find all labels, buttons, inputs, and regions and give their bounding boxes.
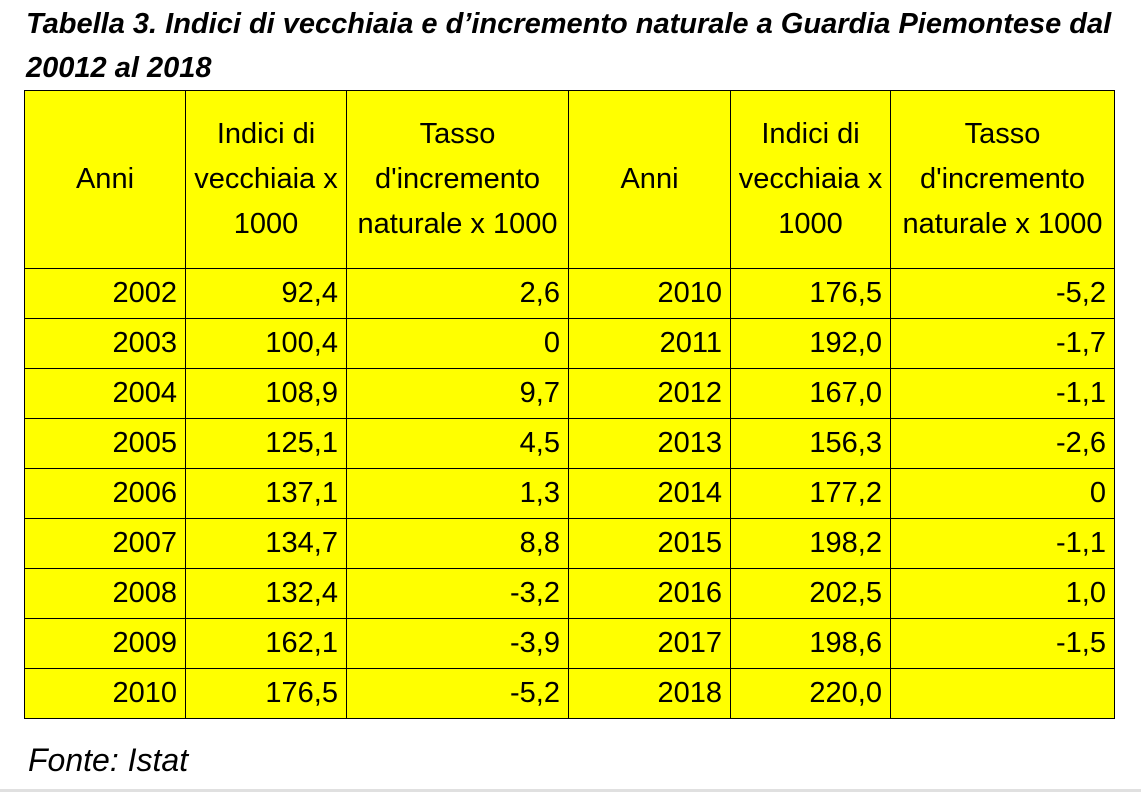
table-row: 2005 125,1 4,5 2013 156,3 -2,6 [24, 418, 1115, 469]
table-cell: 2010 [568, 268, 731, 319]
table-cell: 137,1 [185, 468, 347, 519]
table-cell: -1,5 [890, 618, 1115, 669]
data-table: Anni Indici di vecchiaia x 1000 Tasso d'… [24, 90, 1115, 719]
table-cell: -1,7 [890, 318, 1115, 369]
header-indici-vecchiaia: Indici di vecchiaia x 1000 [730, 90, 891, 269]
header-indici-vecchiaia: Indici di vecchiaia x 1000 [185, 90, 347, 269]
table-cell: 2006 [24, 468, 186, 519]
table-cell: 162,1 [185, 618, 347, 669]
table-cell: 220,0 [730, 668, 891, 719]
table-cell: -1,1 [890, 518, 1115, 569]
table-row: 2002 92,4 2,6 2010 176,5 -5,2 [24, 268, 1115, 319]
table-cell: 176,5 [185, 668, 347, 719]
table-cell: -3,2 [346, 568, 569, 619]
table-cell: 2005 [24, 418, 186, 469]
table-cell: 2008 [24, 568, 186, 619]
table-cell: 2015 [568, 518, 731, 569]
table-cell: 9,7 [346, 368, 569, 419]
table-cell: 132,4 [185, 568, 347, 619]
table-cell: 100,4 [185, 318, 347, 369]
header-tasso-incremento: Tasso d'incremento naturale x 1000 [890, 90, 1115, 269]
table-cell: -3,9 [346, 618, 569, 669]
header-anni: Anni [568, 90, 731, 269]
table-cell: 1,0 [890, 568, 1115, 619]
table-cell: 2016 [568, 568, 731, 619]
table-cell: 92,4 [185, 268, 347, 319]
table-cell: 2003 [24, 318, 186, 369]
table-cell: 0 [890, 468, 1115, 519]
table-cell: 2013 [568, 418, 731, 469]
table-cell: 177,2 [730, 468, 891, 519]
table-cell: -5,2 [346, 668, 569, 719]
table-row: 2003 100,4 0 2011 192,0 -1,7 [24, 318, 1115, 369]
table-cell: 2014 [568, 468, 731, 519]
header-row: Anni Indici di vecchiaia x 1000 Tasso d'… [24, 90, 1115, 269]
table-cell: 134,7 [185, 518, 347, 569]
table-cell: 2,6 [346, 268, 569, 319]
table-cell: -1,1 [890, 368, 1115, 419]
table-cell: 2010 [24, 668, 186, 719]
table-row: 2007 134,7 8,8 2015 198,2 -1,1 [24, 518, 1115, 569]
table-cell: 2018 [568, 668, 731, 719]
table-cell: 2002 [24, 268, 186, 319]
table-cell: 125,1 [185, 418, 347, 469]
table-cell: 8,8 [346, 518, 569, 569]
table-cell: 202,5 [730, 568, 891, 619]
table-cell: 156,3 [730, 418, 891, 469]
table-cell: 198,6 [730, 618, 891, 669]
table-cell: 2004 [24, 368, 186, 419]
table-cell: -5,2 [890, 268, 1115, 319]
table-cell: 2017 [568, 618, 731, 669]
source-note: Fonte: Istat [28, 742, 189, 778]
table-cell: 192,0 [730, 318, 891, 369]
table-row: 2010 176,5 -5,2 2018 220,0 [24, 668, 1115, 719]
table-row: 2004 108,9 9,7 2012 167,0 -1,1 [24, 368, 1115, 419]
table-cell: 2007 [24, 518, 186, 569]
table-cell [890, 668, 1115, 719]
table-cell: 176,5 [730, 268, 891, 319]
table-cell: 0 [346, 318, 569, 369]
table-row: 2006 137,1 1,3 2014 177,2 0 [24, 468, 1115, 519]
table-cell: 2011 [568, 318, 731, 369]
table-cell: 1,3 [346, 468, 569, 519]
table-cell: 2012 [568, 368, 731, 419]
table-cell: 167,0 [730, 368, 891, 419]
table-row: 2008 132,4 -3,2 2016 202,5 1,0 [24, 568, 1115, 619]
header-tasso-incremento: Tasso d'incremento naturale x 1000 [346, 90, 569, 269]
table-cell: -2,6 [890, 418, 1115, 469]
page-divider [0, 789, 1141, 792]
table-cell: 198,2 [730, 518, 891, 569]
header-anni: Anni [24, 90, 186, 269]
table-cell: 2009 [24, 618, 186, 669]
table-cell: 4,5 [346, 418, 569, 469]
table-title: Tabella 3. Indici di vecchiaia e d’incre… [26, 8, 1112, 84]
table-row: 2009 162,1 -3,9 2017 198,6 -1,5 [24, 618, 1115, 669]
table-cell: 108,9 [185, 368, 347, 419]
